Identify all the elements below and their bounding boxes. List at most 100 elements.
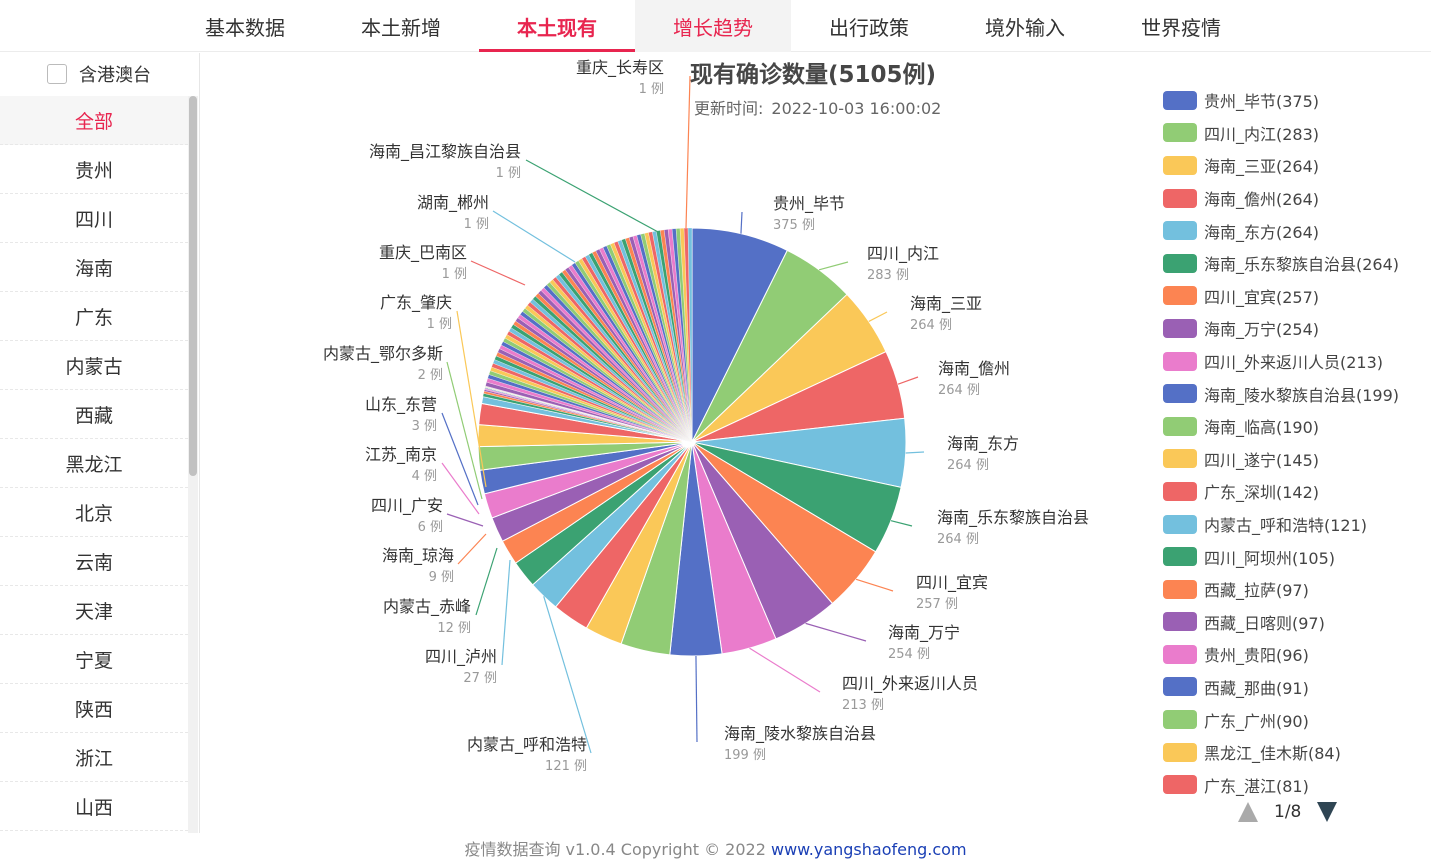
pie-slice[interactable] — [687, 227, 693, 443]
tab-travel-policy[interactable]: 出行政策 — [829, 15, 909, 40]
pie-label-value: 1 例 — [442, 267, 467, 282]
pie-slice[interactable] — [691, 227, 788, 443]
legend-item[interactable]: 黑龙江_佳木斯(84) — [1163, 736, 1423, 769]
legend-swatch — [1163, 123, 1197, 143]
region-sidebar: 含港澳台 全部 贵州 四川 海南 广东 内蒙古 西藏 黑龙江 北京 云南 天津 … — [0, 53, 200, 833]
legend-label: 四川_宜宾(257) — [1204, 287, 1320, 307]
footer-link[interactable]: www.yangshaofeng.com — [770, 840, 967, 859]
pie-label-value: 9 例 — [429, 570, 454, 585]
pie-label-name: 湖南_郴州 — [417, 193, 489, 213]
footer-copyright: 疫情数据查询 v1.0.4 Copyright © 2022 — [464, 840, 766, 859]
legend-item[interactable]: 广东_湛江(81) — [1163, 768, 1423, 801]
pie-label-value: 1 例 — [427, 317, 452, 332]
hk-checkbox[interactable] — [47, 64, 67, 84]
sidebar-scrollbar[interactable] — [188, 96, 198, 833]
legend-item[interactable]: 西藏_日喀则(97) — [1163, 606, 1423, 639]
tab-imported[interactable]: 境外输入 — [985, 15, 1065, 40]
pie-leader-line — [855, 578, 894, 592]
legend-item[interactable]: 贵州_毕节(375) — [1163, 84, 1423, 117]
pie-leader-line — [905, 451, 925, 454]
tab-world[interactable]: 世界疫情 — [1141, 15, 1221, 40]
pie-label-name: 海南_三亚 — [910, 294, 982, 314]
pie-label-value: 6 例 — [418, 520, 443, 535]
region-item[interactable]: 北京 — [0, 488, 188, 537]
legend-label: 西藏_日喀则(97) — [1204, 613, 1325, 633]
update-time-label: 更新时间: — [694, 99, 764, 118]
legend-prev-page-icon[interactable] — [1238, 802, 1258, 822]
legend-label: 广东_湛江(81) — [1204, 776, 1309, 796]
region-item[interactable]: 西藏 — [0, 390, 188, 439]
region-item[interactable]: 陕西 — [0, 684, 188, 733]
pie-label-value: 121 例 — [545, 759, 587, 774]
pie-label-value: 1 例 — [639, 82, 664, 97]
region-item[interactable]: 宁夏 — [0, 635, 188, 684]
legend-item[interactable]: 西藏_拉萨(97) — [1163, 573, 1423, 606]
legend-label: 海南_万宁(254) — [1204, 320, 1320, 340]
region-item[interactable]: 黑龙江 — [0, 439, 188, 488]
legend-item[interactable]: 海南_临高(190) — [1163, 410, 1423, 443]
legend-item[interactable]: 海南_三亚(264) — [1163, 149, 1423, 182]
region-item[interactable]: 海南 — [0, 243, 188, 292]
legend-swatch — [1163, 318, 1197, 338]
legend-page-indicator: 1/8 — [1274, 802, 1302, 822]
legend-swatch — [1163, 253, 1197, 273]
tab-bar: 基本数据 本土新增 本土现有 增长趋势 出行政策 境外输入 世界疫情 — [0, 0, 1431, 52]
legend-item[interactable]: 海南_万宁(254) — [1163, 312, 1423, 345]
region-item-all[interactable]: 全部 — [0, 96, 188, 145]
legend-item[interactable]: 四川_宜宾(257) — [1163, 280, 1423, 313]
region-item[interactable]: 云南 — [0, 537, 188, 586]
legend-item[interactable]: 海南_儋州(264) — [1163, 182, 1423, 215]
pie-leader-line — [475, 547, 498, 616]
footer: 疫情数据查询 v1.0.4 Copyright © 2022 www.yangs… — [0, 836, 1431, 860]
legend-swatch — [1163, 221, 1197, 241]
legend-swatch — [1163, 579, 1197, 599]
pie-label-value: 264 例 — [947, 458, 989, 473]
pie-leader-line — [695, 655, 698, 743]
legend-item[interactable]: 贵州_贵阳(96) — [1163, 638, 1423, 671]
legend-label: 海南_陵水黎族自治县(199) — [1204, 385, 1400, 405]
legend-item[interactable]: 海南_乐东黎族自治县(264) — [1163, 247, 1423, 280]
legend-item[interactable]: 广东_广州(90) — [1163, 703, 1423, 736]
legend-item[interactable]: 内蒙古_呼和浩特(121) — [1163, 508, 1423, 541]
region-item[interactable]: 内蒙古 — [0, 341, 188, 390]
legend-item[interactable]: 四川_内江(283) — [1163, 117, 1423, 150]
pie-label-name: 内蒙古_呼和浩特 — [467, 735, 587, 755]
pie-leader-line — [457, 533, 487, 565]
chart-title: 现有确诊数量(5105例) — [690, 62, 937, 88]
pie-leader-line — [868, 311, 888, 322]
legend-item[interactable]: 海南_陵水黎族自治县(199) — [1163, 377, 1423, 410]
sidebar-scrollbar-thumb[interactable] — [189, 96, 197, 476]
region-item[interactable]: 贵州 — [0, 145, 188, 194]
pie-label-value: 283 例 — [867, 268, 909, 283]
legend-swatch — [1163, 286, 1197, 306]
legend-item[interactable]: 广东_深圳(142) — [1163, 475, 1423, 508]
tab-local-existing[interactable]: 本土现有 — [479, 0, 635, 52]
hk-macao-taiwan-toggle[interactable]: 含港澳台 — [0, 53, 198, 95]
legend-item[interactable]: 四川_遂宁(145) — [1163, 443, 1423, 476]
region-item[interactable]: 山西 — [0, 782, 188, 831]
region-item[interactable]: 天津 — [0, 586, 188, 635]
legend-item[interactable]: 西藏_那曲(91) — [1163, 671, 1423, 704]
tab-local-new[interactable]: 本土新增 — [361, 15, 441, 40]
legend-label: 内蒙古_呼和浩特(121) — [1204, 516, 1368, 536]
pie-label-value: 375 例 — [773, 218, 815, 233]
tab-growth-trend[interactable]: 增长趋势 — [635, 0, 791, 52]
region-item[interactable]: 广东 — [0, 292, 188, 341]
pie-leader-line — [525, 159, 661, 234]
legend-pager: 1/8 — [1238, 802, 1338, 822]
legend-next-page-icon[interactable] — [1317, 802, 1338, 822]
region-item[interactable]: 四川 — [0, 194, 188, 243]
legend-swatch — [1163, 188, 1197, 208]
region-item[interactable]: 浙江 — [0, 733, 188, 782]
legend-item[interactable]: 四川_阿坝州(105) — [1163, 540, 1423, 573]
legend-item[interactable]: 四川_外来返川人员(213) — [1163, 345, 1423, 378]
chart-legend: 贵州_毕节(375) 四川_内江(283) 海南_三亚(264) 海南_儋州(264)… — [1163, 84, 1423, 801]
pie-label-value: 264 例 — [910, 318, 952, 333]
pie-leader-line — [818, 261, 849, 271]
legend-item[interactable]: 海南_东方(264) — [1163, 214, 1423, 247]
tab-basic-data[interactable]: 基本数据 — [205, 15, 285, 40]
pie-label-value: 257 例 — [916, 597, 958, 612]
legend-swatch — [1163, 449, 1197, 469]
